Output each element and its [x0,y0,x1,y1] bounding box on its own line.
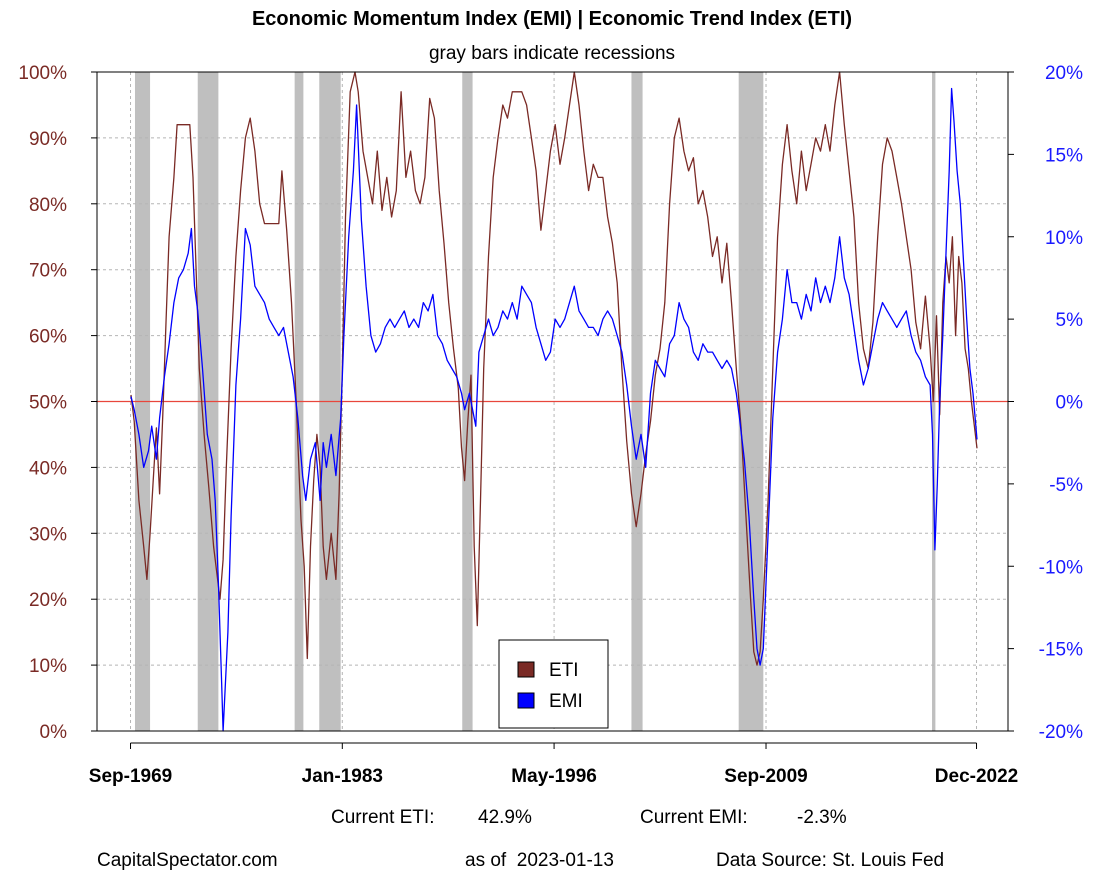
left-tick-label-2: 80% [29,195,67,216]
right-tick-label-5: -5% [1049,475,1083,496]
left-tick-label-8: 20% [29,590,67,611]
x-tick-label-2: May-1996 [511,766,597,787]
right-tick-label-4: 0% [1056,393,1084,414]
legend-label-eti: ETI [549,660,579,681]
x-tick-label-4: Dec-2022 [935,766,1018,787]
legend: ETI EMI [498,639,609,729]
chart-subtitle: gray bars indicate recessions [429,43,675,64]
legend-swatch-eti [517,661,535,678]
x-tick-label-1: Jan-1983 [302,766,383,787]
left-tick-label-9: 10% [29,656,67,677]
current-emi-label: Current EMI: [640,807,748,828]
x-axis: Sep-1969 Jan-1983 May-1996 Sep-2009 Dec-2022 [89,742,1018,787]
right-tick-label-1: 15% [1045,145,1083,166]
series-line-eti [130,71,978,666]
left-tick-label-10: 0% [40,722,68,743]
source-site: CapitalSpectator.com [97,850,278,871]
series-line-emi [130,87,978,732]
as-of-date: as of 2023-01-13 [465,850,614,871]
current-eti-value: 42.9% [478,807,532,828]
legend-label-emi: EMI [549,691,583,712]
x-tick-label-3: Sep-2009 [724,766,807,787]
right-tick-label-2: 10% [1045,228,1083,249]
x-tick-label-0: Sep-1969 [89,766,172,787]
right-tick-label-8: -20% [1039,722,1083,743]
chart-title: Economic Momentum Index (EMI) | Economic… [252,8,852,30]
right-tick-label-0: 20% [1045,63,1083,84]
right-tick-label-7: -15% [1039,640,1083,661]
series-lines [130,71,978,732]
left-tick-label-5: 50% [29,393,67,414]
right-tick-label-6: -10% [1039,557,1083,578]
left-tick-label-6: 40% [29,458,67,479]
current-emi-value: -2.3% [797,807,847,828]
left-tick-label-3: 70% [29,261,67,282]
right-y-axis: 20% 15% 10% 5% 0% -5% -10% -15% -20% [1008,63,1083,743]
legend-box [498,639,609,729]
right-tick-label-3: 5% [1056,310,1084,331]
data-source: Data Source: St. Louis Fed [716,850,944,871]
left-tick-label-4: 60% [29,327,67,348]
left-tick-label-0: 100% [18,63,67,84]
left-y-axis: 100% 90% 80% 70% 60% 50% 40% 30% 20% 10% 0% [18,63,97,743]
left-tick-label-1: 90% [29,129,67,150]
legend-swatch-emi [517,692,535,709]
footer: Current ETI: 42.9% Current EMI: -2.3% Ca… [97,807,944,871]
current-eti-label: Current ETI: [331,807,434,828]
left-tick-label-7: 30% [29,524,67,545]
